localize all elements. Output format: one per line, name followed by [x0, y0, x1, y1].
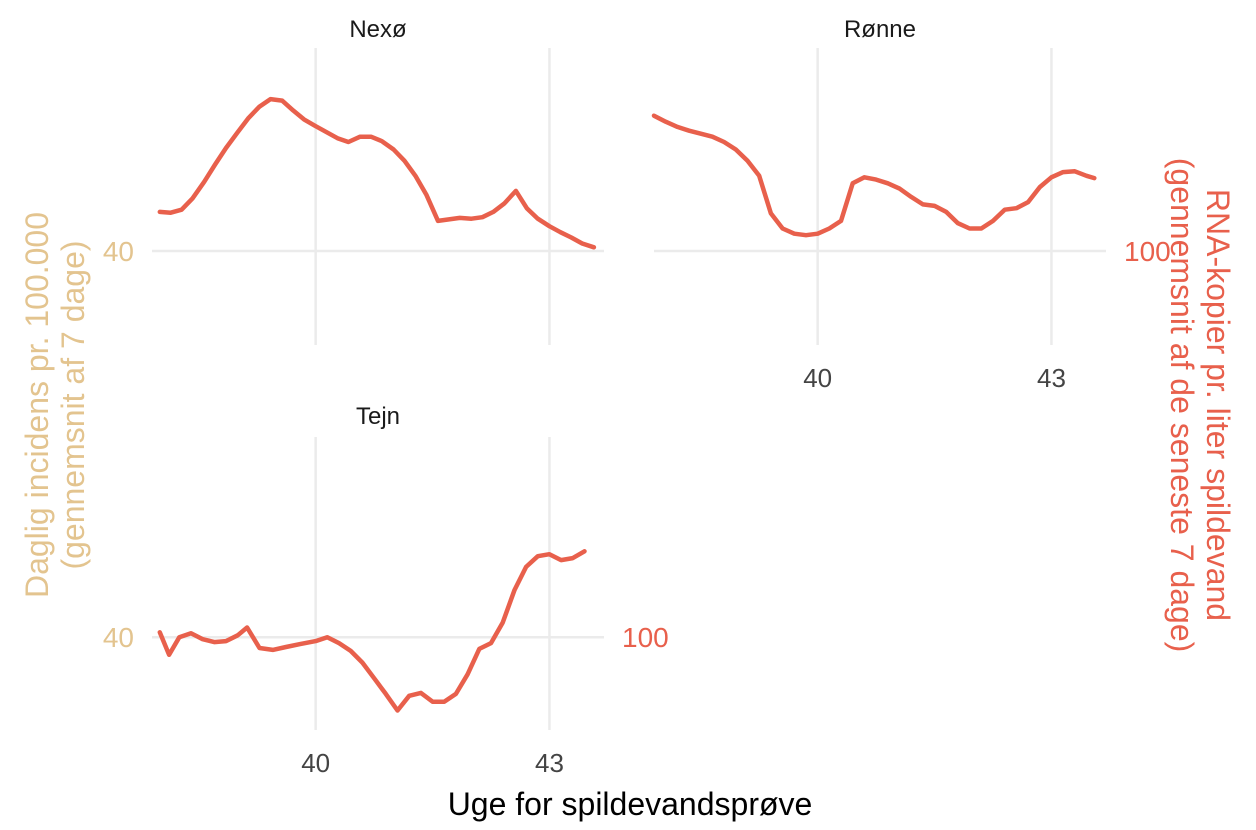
right-y-tick-label: 100 [1124, 236, 1171, 267]
right-y-tick-label: 100 [622, 622, 669, 653]
panel-tejn: 40 43 40 100 [103, 437, 669, 778]
panel-ronne: 40 43 100 [651, 48, 1171, 393]
right-axis-title-line2: (gennemsnit af de seneste 7 dage) [1164, 158, 1200, 653]
left-axis-title: Daglig incidens pr. 100.000 (gennemsnit … [19, 212, 91, 598]
left-y-tick-label: 40 [103, 622, 134, 653]
left-axis-title-line1: Daglig incidens pr. 100.000 [19, 212, 55, 598]
series-line [157, 549, 587, 713]
right-axis-title: RNA-kopier pr. liter spildevand (gennems… [1164, 158, 1236, 653]
series-line [651, 113, 1097, 238]
right-axis-title-line1: RNA-kopier pr. liter spildevand [1200, 189, 1236, 621]
x-tick-label: 43 [535, 748, 564, 778]
x-tick-label: 43 [1037, 363, 1066, 393]
series-line [157, 96, 597, 250]
x-axis-title: Uge for spildevandsprøve [448, 786, 813, 822]
x-tick-label: 40 [803, 363, 832, 393]
panel-title-nexo: Nexø [349, 16, 407, 43]
left-axis-title-line2: (gennemsnit af 7 dage) [55, 240, 91, 569]
panel-title-tejn: Tejn [356, 403, 400, 430]
panel-title-ronne: Rønne [844, 16, 916, 43]
left-y-tick-label: 40 [103, 236, 134, 267]
panel-nexo: 40 [103, 48, 604, 345]
x-tick-label: 40 [301, 748, 330, 778]
